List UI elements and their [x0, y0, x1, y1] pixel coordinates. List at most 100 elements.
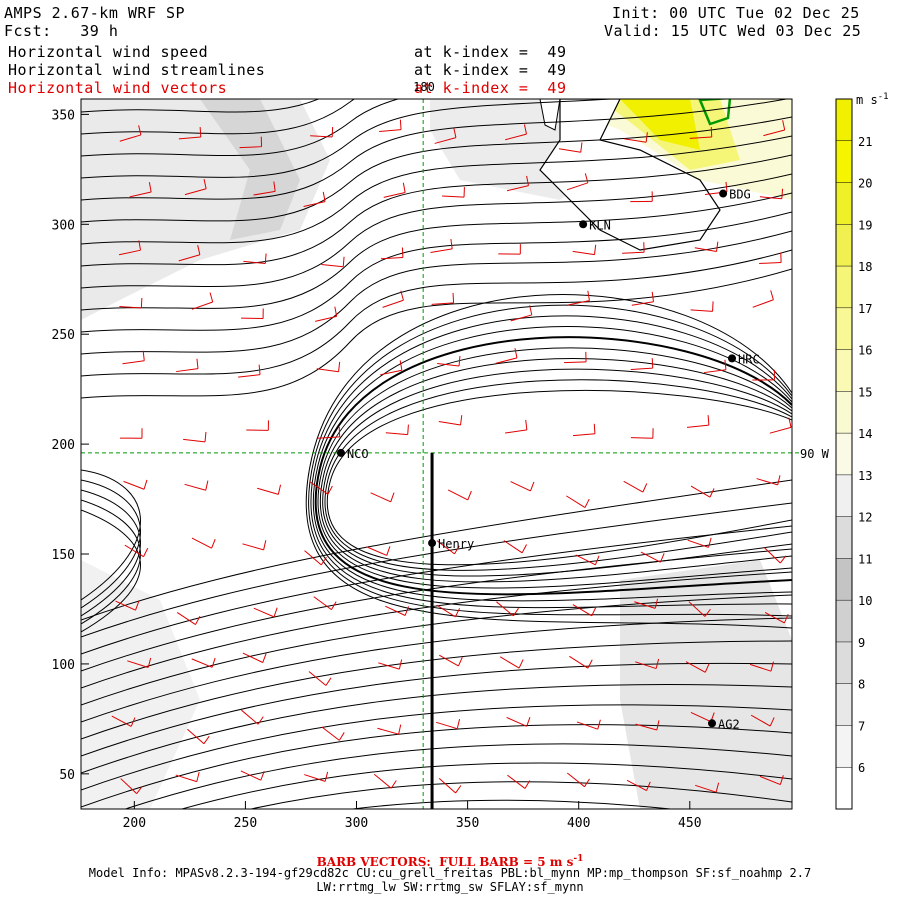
- barb-shaft: [447, 489, 469, 501]
- barb-flag: [454, 608, 461, 618]
- station-dot: [336, 448, 345, 457]
- barb-flag: [584, 173, 589, 183]
- field-level-streamlines: at k-index = 49: [414, 61, 567, 79]
- barb-shaft: [310, 135, 333, 138]
- barb-shaft: [176, 611, 196, 625]
- barb-shaft: [436, 540, 455, 555]
- colorbar-bin: [836, 140, 852, 183]
- barb-shaft: [309, 481, 329, 495]
- barb-flag: [642, 483, 648, 493]
- barb-shaft: [120, 778, 138, 795]
- colorbar-label: 17: [858, 302, 872, 316]
- y-tick-label: 250: [52, 328, 75, 343]
- wind-barbs: [111, 119, 792, 795]
- barb-shaft: [750, 714, 771, 727]
- model-title: AMPS 2.67-km WRF SP: [4, 4, 186, 22]
- y-tick-label: 350: [52, 108, 75, 123]
- barb-shaft: [695, 784, 717, 793]
- streamline: [81, 479, 792, 621]
- barb-shaft: [507, 774, 526, 789]
- barb-flag: [322, 191, 326, 202]
- barb-shaft: [385, 605, 406, 616]
- barb-flag: [258, 364, 261, 375]
- barb-flag: [273, 181, 276, 192]
- barb-flag: [334, 306, 338, 317]
- barb-shaft: [439, 654, 459, 667]
- barb-shaft: [496, 601, 514, 617]
- colorbar-bin: [836, 767, 852, 809]
- streamline: [81, 662, 792, 757]
- colorbar-bin: [836, 391, 852, 434]
- barb-flag: [467, 490, 472, 501]
- barb-shaft: [239, 146, 262, 149]
- barb-flag: [584, 778, 590, 787]
- streamline: [81, 249, 792, 377]
- barb-shaft: [640, 551, 661, 563]
- barb-flag: [526, 717, 531, 727]
- streamline: [81, 116, 792, 223]
- barb-shaft: [257, 487, 279, 495]
- colorbar-unit: m s-1: [856, 92, 889, 107]
- station-dot: [708, 719, 717, 728]
- x-tick-label: 200: [123, 816, 146, 831]
- field-name-streamlines: Horizontal wind streamlines: [8, 61, 266, 79]
- barb-flag: [399, 119, 402, 130]
- streamline: [81, 571, 792, 689]
- barb-shaft: [495, 357, 518, 364]
- barb-shaft: [377, 727, 399, 735]
- barb-flag: [529, 305, 533, 316]
- barb-flag: [704, 663, 710, 673]
- streamline: [81, 704, 792, 791]
- streamline: [81, 154, 792, 267]
- x-tick-label: 250: [234, 816, 257, 831]
- barb-flag: [656, 720, 660, 731]
- barb-flag: [655, 658, 660, 669]
- station-markers: KLN BDG HRC NCO Henry AG2: [336, 188, 760, 731]
- barb-shaft: [635, 723, 657, 731]
- streamline: [314, 336, 792, 596]
- barb-flag: [199, 127, 202, 138]
- streamline: [123, 743, 792, 809]
- barb-shaft: [242, 543, 264, 551]
- barb-shaft: [436, 721, 458, 730]
- streamline: [81, 640, 792, 740]
- field-level-speed: at k-index = 49: [414, 43, 567, 61]
- barb-shaft: [366, 546, 387, 556]
- barb-flag: [402, 182, 406, 193]
- barb-flag: [591, 607, 597, 617]
- barb-shaft: [380, 369, 402, 376]
- streamline: [81, 469, 141, 601]
- barb-shaft: [308, 671, 327, 686]
- plot-frame: [80, 98, 793, 810]
- barb-flag: [593, 244, 597, 255]
- barb-flag: [211, 657, 216, 668]
- streamline: [81, 99, 401, 157]
- colorbar-label: 11: [858, 552, 872, 566]
- barb-shaft: [379, 129, 402, 133]
- colorbar-label: 16: [858, 344, 872, 358]
- barb-flag: [143, 479, 148, 490]
- barb-flag: [654, 598, 659, 609]
- streamline: [305, 294, 792, 629]
- barb-flag: [779, 555, 787, 564]
- barb-shaft: [304, 550, 322, 566]
- barb-shaft: [558, 148, 581, 153]
- colorbar: 6 7 8 9 10 11 12 13 14 15 16 17 18 19 20 21: [835, 98, 872, 810]
- barb-shaft: [759, 196, 782, 200]
- barb-shaft: [304, 774, 326, 782]
- colorbar-label: 6: [858, 761, 865, 775]
- barb-shaft: [383, 192, 406, 198]
- barb-flag: [788, 417, 792, 428]
- barb-shaft: [764, 547, 781, 564]
- barb-flag: [390, 492, 395, 502]
- barb-shaft: [442, 195, 465, 198]
- barb-flag: [209, 292, 214, 303]
- barb-shaft: [769, 426, 792, 434]
- barb-shaft: [685, 661, 706, 673]
- barb-flag: [136, 786, 143, 794]
- barb-shaft: [191, 301, 213, 310]
- wind-speed-shading: [81, 99, 792, 809]
- colorbar-bin: [836, 474, 852, 517]
- barb-flag: [324, 771, 329, 782]
